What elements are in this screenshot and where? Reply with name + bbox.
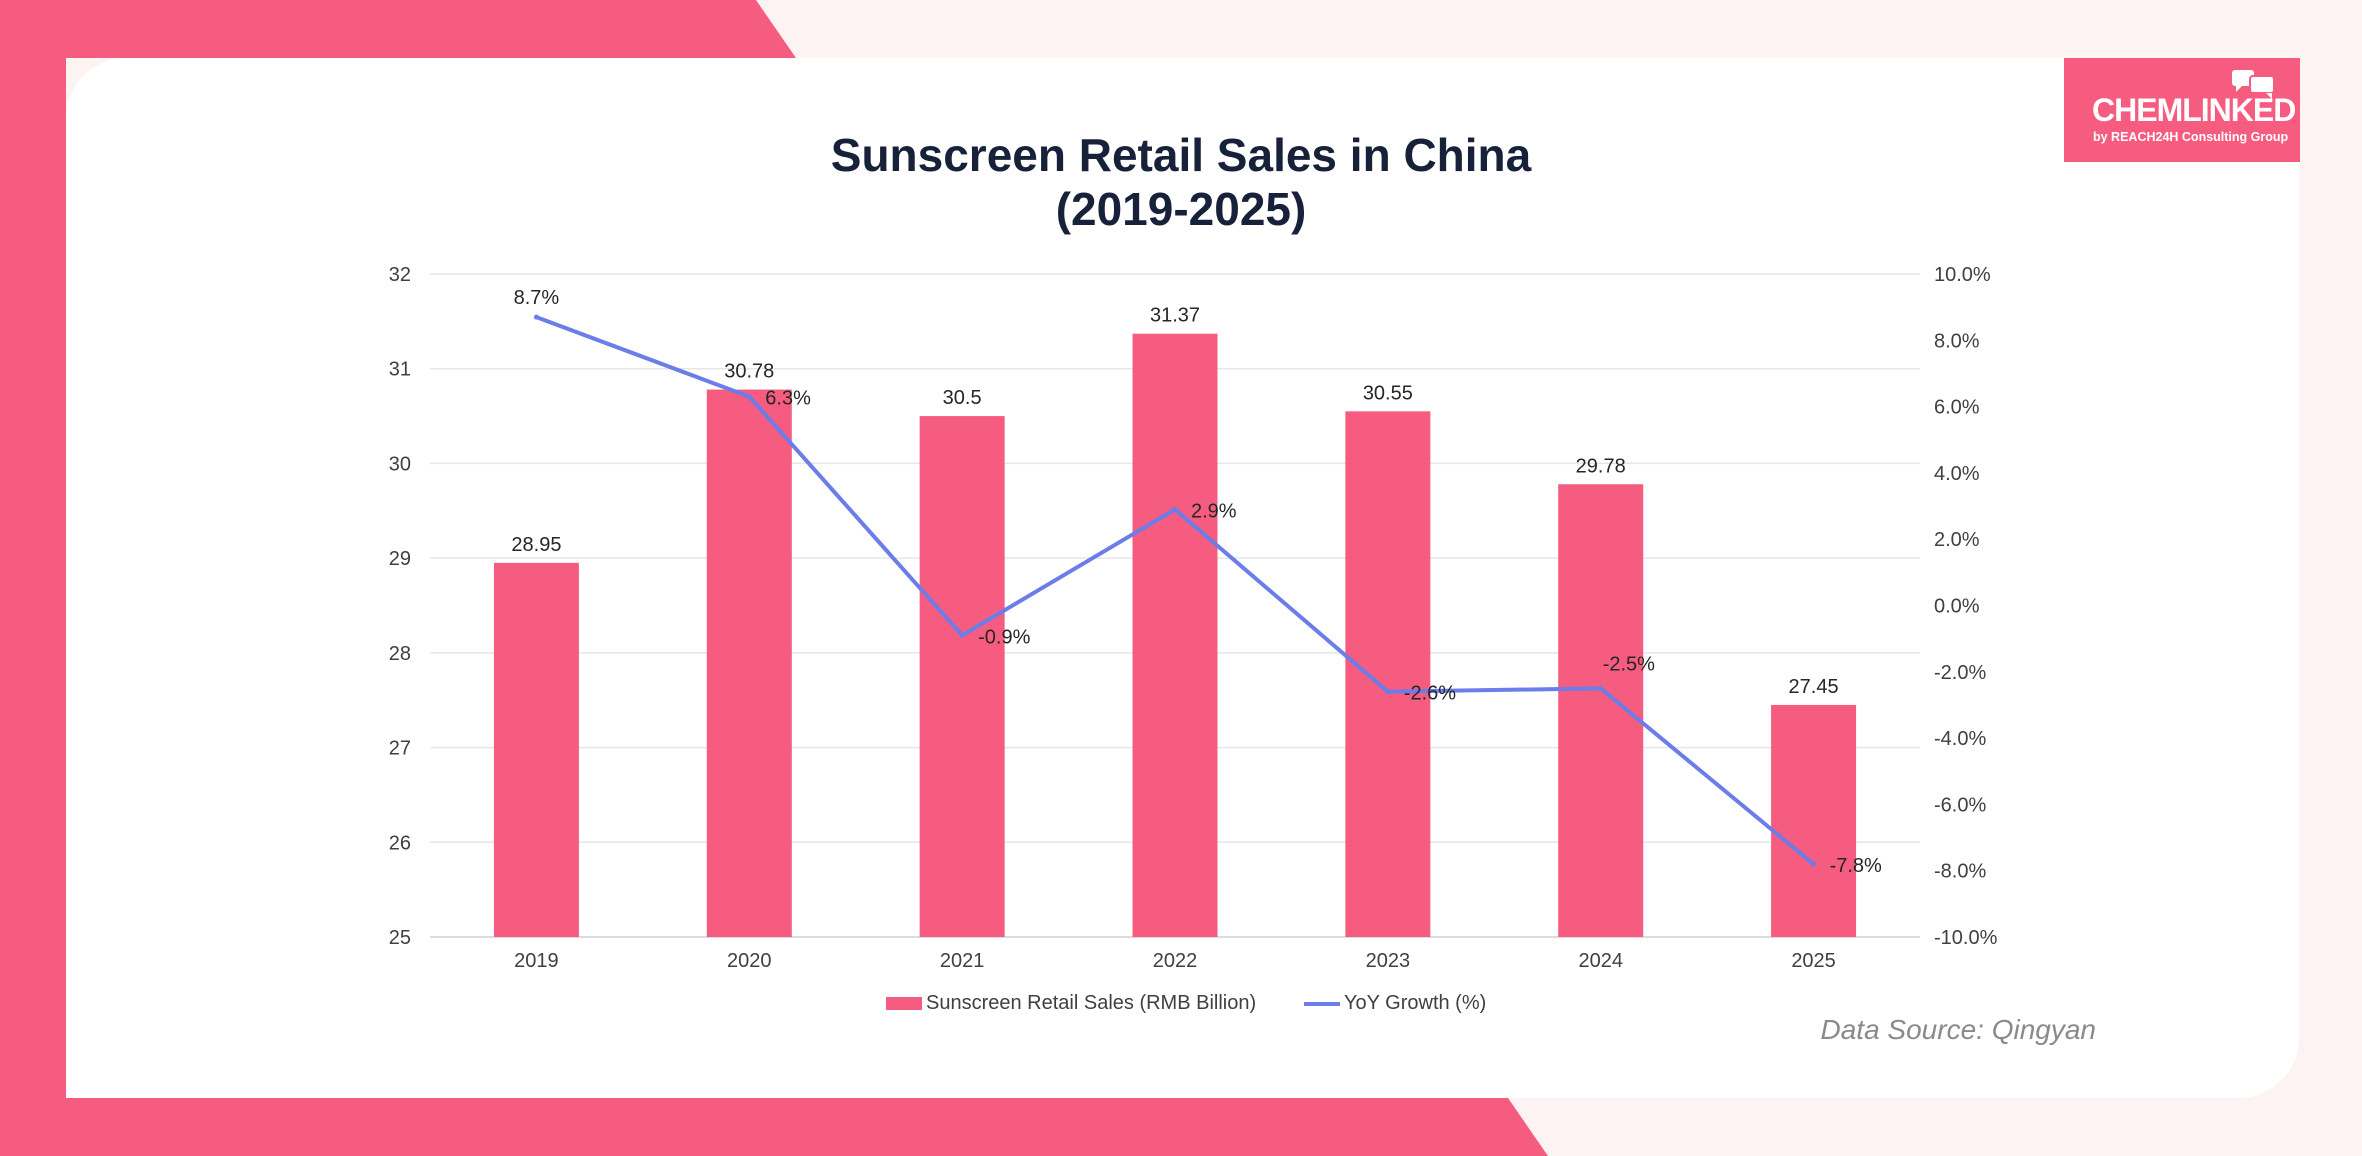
- bar-value-label: 28.95: [511, 534, 561, 556]
- y-right-tick-label: 6.0%: [1934, 397, 1980, 419]
- bar: [919, 416, 1005, 938]
- y-right-tick-label: 10.0%: [1934, 264, 1991, 286]
- legend-line-swatch: [1304, 1001, 1340, 1006]
- bar: [1771, 704, 1857, 937]
- bar: [706, 389, 792, 938]
- y-right-tick-label: 2.0%: [1934, 529, 1980, 551]
- pink-background-shape-left: [0, 0, 66, 1156]
- legend-item-growth: YoY Growth (%): [1304, 992, 1486, 1015]
- bar-value-label: 30.55: [1363, 382, 1413, 404]
- growth-point: [1172, 506, 1178, 512]
- growth-value-label: 8.7%: [514, 287, 560, 309]
- x-tick-label: 2021: [940, 950, 985, 972]
- axis-labels: 25 26 27 28 29 30 31 32 -10.0% -8.0% -6.0% -4.0% -2.…: [389, 264, 1998, 972]
- y-left-tick-label: 28: [389, 643, 411, 665]
- bar: [493, 562, 579, 937]
- bar-value-label: 31.37: [1150, 305, 1200, 327]
- growth-point: [1811, 861, 1817, 867]
- growth-point: [533, 314, 539, 320]
- x-tick-label: 2023: [1366, 950, 1411, 972]
- bar: [1345, 411, 1431, 938]
- bar: [1132, 333, 1218, 937]
- growth-point: [1385, 689, 1391, 695]
- bar-value-label: 27.45: [1789, 676, 1839, 698]
- growth-value-label: -2.5%: [1603, 653, 1655, 675]
- bar-value-label: 30.5: [943, 387, 982, 409]
- bar-value-label: 29.78: [1576, 455, 1626, 477]
- legend-bar-swatch: [886, 997, 922, 1010]
- chat-bubbles-icon: [2232, 70, 2275, 99]
- growth-point: [959, 632, 965, 638]
- growth-value-label: -2.6%: [1404, 683, 1456, 705]
- y-left-tick-label: 25: [389, 927, 411, 949]
- growth-point: [1598, 685, 1604, 691]
- legend-label-growth: YoY Growth (%): [1344, 992, 1487, 1014]
- growth-value-label: -7.8%: [1830, 855, 1882, 877]
- x-tick-label: 2025: [1791, 950, 1836, 972]
- legend-label-sales: Sunscreen Retail Sales (RMB Billion): [926, 992, 1257, 1014]
- bars: [493, 333, 1857, 938]
- x-tick-label: 2022: [1153, 950, 1198, 972]
- y-left-tick-label: 31: [389, 359, 411, 381]
- growth-line-layer: [533, 314, 1817, 867]
- y-left-tick-label: 32: [389, 264, 411, 286]
- growth-value-label: 6.3%: [765, 388, 811, 410]
- y-right-tick-label: -4.0%: [1934, 728, 1986, 750]
- y-right-tick-label: 0.0%: [1934, 596, 1980, 618]
- y-left-tick-label: 27: [389, 738, 411, 760]
- growth-value-label: 2.9%: [1191, 500, 1237, 522]
- pink-background-shape-top: [0, 0, 796, 58]
- y-left-tick-label: 30: [389, 453, 411, 475]
- data-labels: 28.95 30.78 30.5 31.37 30.55 29.78 27.45 8.7% 6.…: [511, 287, 1882, 877]
- x-tick-label: 2020: [727, 950, 772, 972]
- growth-point: [746, 394, 752, 400]
- brand-subtitle: by REACH24H Consulting Group: [2093, 130, 2289, 144]
- data-source: Data Source: Qingyan: [1820, 1014, 2097, 1045]
- legend: Sunscreen Retail Sales (RMB Billion) YoY…: [0, 992, 2362, 1022]
- brand-logo: CHEMLINKED by REACH24H Consulting Group: [2064, 58, 2300, 162]
- y-right-tick-label: -10.0%: [1934, 927, 1998, 949]
- y-right-tick-label: 4.0%: [1934, 463, 1980, 485]
- y-right-tick-label: -6.0%: [1934, 794, 1986, 816]
- pink-background-shape-bottom: [0, 1098, 1548, 1156]
- chart-title-years: (2019-2025): [1055, 183, 1307, 235]
- y-left-tick-label: 29: [389, 548, 411, 570]
- bar-value-label: 30.78: [724, 361, 774, 383]
- y-right-tick-label: -2.0%: [1934, 662, 1986, 684]
- x-tick-label: 2019: [514, 950, 559, 972]
- y-right-tick-label: 8.0%: [1934, 330, 1980, 352]
- growth-value-label: -0.9%: [978, 626, 1030, 648]
- x-tick-label: 2024: [1578, 950, 1623, 972]
- chart-title: Sunscreen Retail Sales in China: [830, 129, 1532, 181]
- legend-item-sales: Sunscreen Retail Sales (RMB Billion): [886, 992, 1256, 1015]
- brand-name: CHEMLINKED: [2092, 92, 2296, 128]
- y-right-tick-label: -8.0%: [1934, 861, 1986, 883]
- y-left-tick-label: 26: [389, 832, 411, 854]
